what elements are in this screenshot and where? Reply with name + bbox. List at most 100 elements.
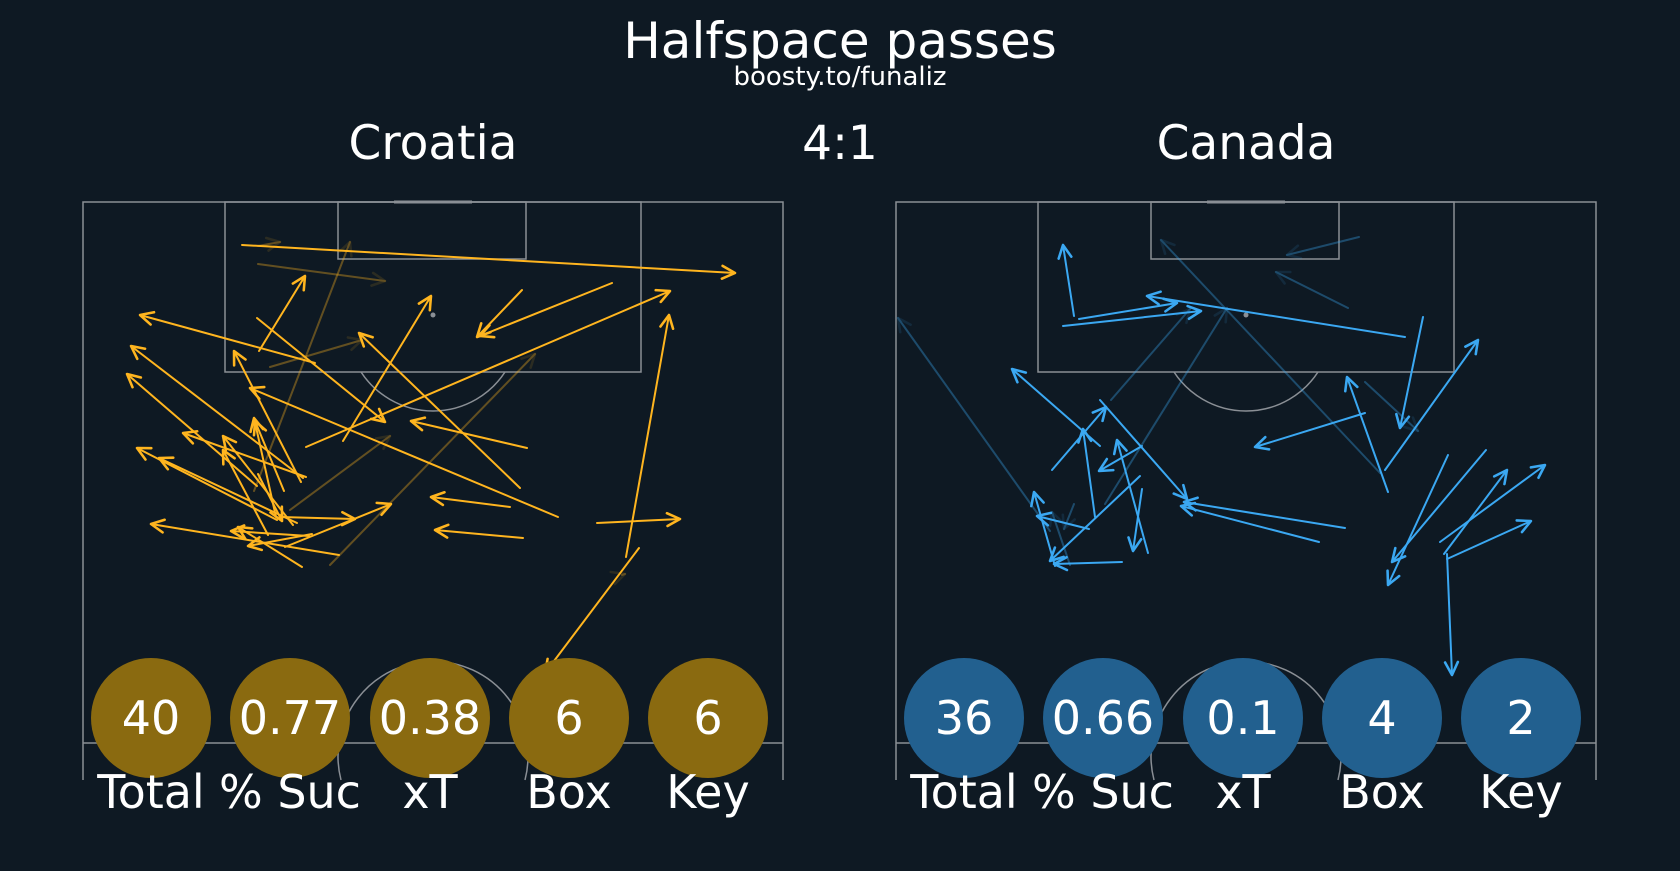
pass-arrow-unsuccessful (1285, 236, 1360, 260)
pass-arrow-successful (1395, 316, 1424, 430)
stat-label: xT (1215, 765, 1271, 819)
pass-arrow-successful (1446, 519, 1533, 560)
pass-arrow-unsuccessful (329, 352, 537, 566)
stat-label: Box (526, 765, 612, 819)
pass-arrow-successful (241, 244, 737, 280)
pass-arrow-unsuccessful (1061, 503, 1076, 531)
away-team-name: Canada (1156, 116, 1336, 171)
pass-arrow-successful (257, 473, 284, 523)
pass-arrow-successful (258, 274, 307, 352)
pass-arrow-successful (475, 289, 523, 339)
pass-arrow-successful (1127, 488, 1143, 553)
pass-arrow-successful (232, 349, 302, 483)
pass-arrow-successful (1253, 412, 1366, 451)
chart-title: Halfspace passes (623, 12, 1057, 70)
stat-label: xT (402, 765, 458, 819)
penalty-spot (430, 312, 436, 318)
pass-arrow-successful (478, 282, 613, 339)
pass-arrow-unsuccessful (269, 336, 364, 368)
pass-arrow-successful (221, 434, 294, 526)
pass-arrow-unsuccessful (257, 236, 282, 252)
pass-arrow-unsuccessful (896, 316, 1051, 532)
away-pitch: 36 Total 0.66 % Suc 0.1 xT 4 Box 2 Key (895, 200, 1597, 819)
stat-value: 0.66 (1052, 691, 1154, 745)
pass-arrow-successful (1145, 290, 1406, 338)
pass-arrow-successful (236, 525, 303, 568)
stat-label: Box (1339, 765, 1425, 819)
pass-arrow-successful (1051, 405, 1108, 471)
six-yard-box (1150, 201, 1340, 260)
pass-arrow-successful (157, 456, 298, 524)
stat-group: 40 Total 0.77 % Suc 0.38 xT 6 Box 6 Key (91, 658, 768, 819)
pass-arrow-successful (1048, 475, 1141, 563)
pass-arrow-successful (1035, 511, 1090, 530)
pass-arrow-successful (357, 331, 521, 489)
stat-circle (91, 658, 211, 778)
pass-arrow-unsuccessful (1274, 270, 1349, 309)
pass-arrow-successful (1439, 463, 1547, 543)
stat-label: % Suc (1032, 765, 1174, 819)
pass-arrow-successful (305, 288, 672, 448)
pass-arrow-successful (1099, 399, 1189, 501)
penalty-box (1037, 201, 1455, 373)
stat-circle (509, 658, 629, 778)
stat-circle (230, 658, 350, 778)
stat-label: Key (666, 765, 749, 819)
pass-arrow-successful (125, 372, 258, 487)
pass-arrow-successful (256, 317, 387, 424)
stat-value: 6 (554, 691, 583, 745)
pass-arrow-successful (596, 511, 682, 528)
stat-circle (1461, 658, 1581, 778)
pass-arrows (125, 236, 737, 675)
pass-arrow-successful (1030, 490, 1056, 567)
pass-arrow-successful (1343, 375, 1389, 493)
pass-arrow-successful (1097, 445, 1143, 473)
stat-label: Total (909, 765, 1017, 819)
pass-arrow-unsuccessful (289, 434, 392, 511)
match-score: 4:1 (802, 116, 878, 171)
pass-arrow-successful (1077, 427, 1096, 518)
pass-arrow-successful (284, 501, 393, 548)
home-team-name: Croatia (348, 116, 518, 171)
pass-arrow-successful (1386, 454, 1449, 587)
stat-circle (370, 658, 490, 778)
pass-arrow-unsuccessful (1364, 381, 1420, 433)
pass-arrow-successful (1078, 297, 1179, 320)
pass-arrow-successful (1052, 555, 1123, 572)
stat-value: 4 (1367, 691, 1396, 745)
stat-circle (1322, 658, 1442, 778)
stat-value: 0.38 (379, 691, 481, 745)
pass-arrow-unsuccessful (609, 570, 627, 586)
penalty-box (224, 201, 642, 373)
penalty-arc (1173, 371, 1319, 412)
pass-arrow-successful (625, 313, 675, 558)
pass-arrow-successful (1057, 243, 1075, 317)
pass-arrow-successful (129, 344, 304, 479)
stat-value: 36 (935, 691, 994, 745)
pass-arrow-successful (279, 510, 357, 527)
pass-arrow-successful (229, 524, 310, 540)
pass-arrow-successful (433, 523, 524, 539)
stat-circle (648, 658, 768, 778)
pass-arrow-successful (1443, 468, 1509, 555)
pass-arrow-unsuccessful (253, 240, 353, 492)
pass-arrow-successful (149, 518, 340, 556)
pass-arrow-successful (1112, 438, 1149, 554)
pass-arrow-unsuccessful (1110, 307, 1192, 401)
pass-arrow-successful (409, 416, 528, 449)
stat-value: 2 (1506, 691, 1535, 745)
pass-arrow-successful (1182, 496, 1346, 529)
pass-arrow-unsuccessful (257, 263, 387, 287)
six-yard-box (337, 201, 527, 260)
pass-arrows (896, 236, 1547, 677)
stat-circle (1183, 658, 1303, 778)
pass-arrow-unsuccessful (1159, 238, 1381, 474)
chart-subtitle: boosty.to/funaliz (733, 62, 947, 92)
pass-arrow-successful (248, 385, 559, 518)
pass-arrow-successful (1010, 367, 1101, 447)
pass-arrow-successful (252, 419, 285, 492)
stat-label: % Suc (219, 765, 361, 819)
stat-value: 6 (693, 691, 722, 745)
pass-arrow-successful (221, 448, 269, 536)
stat-value: 0.1 (1206, 691, 1279, 745)
